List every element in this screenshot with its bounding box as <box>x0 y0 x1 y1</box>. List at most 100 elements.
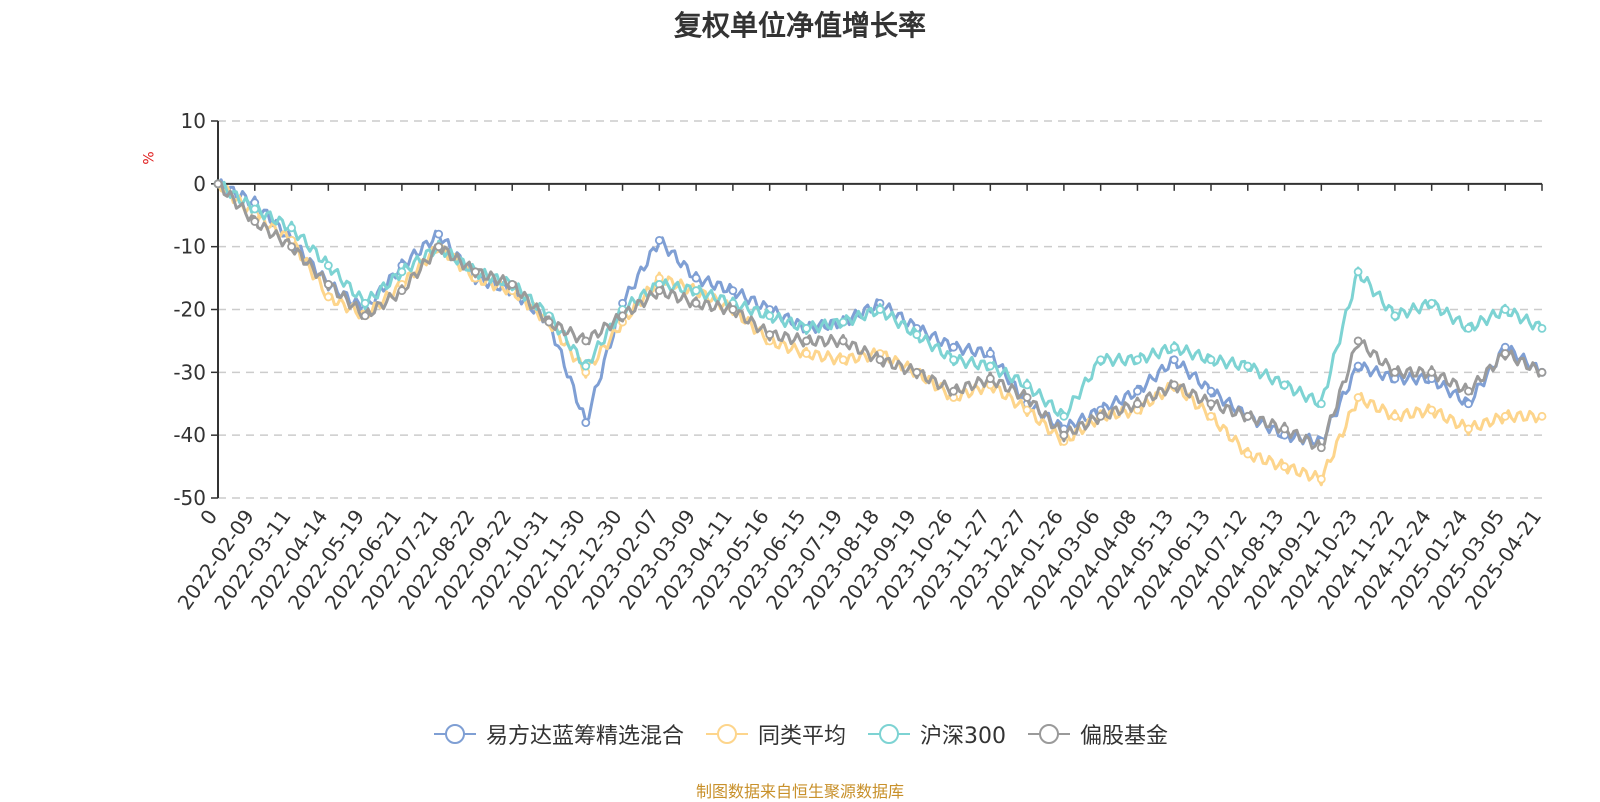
data-point <box>213 179 223 189</box>
data-point <box>949 342 958 352</box>
data-point <box>1206 399 1216 409</box>
data-point <box>985 349 995 358</box>
data-point <box>1133 399 1142 409</box>
data-point <box>1280 380 1289 390</box>
data-point <box>1537 411 1547 421</box>
data-point <box>507 279 517 289</box>
data-point <box>1169 342 1179 352</box>
data-point <box>1353 267 1363 277</box>
data-point <box>912 367 922 377</box>
data-point <box>875 305 885 314</box>
data-point <box>397 267 407 277</box>
x-tick-label: 0 <box>195 505 222 529</box>
data-point <box>1243 411 1253 421</box>
data-point <box>1427 298 1437 308</box>
data-point <box>1500 349 1510 358</box>
data-point <box>1316 474 1326 484</box>
data-point <box>1169 355 1179 365</box>
y-tick-label: -10 <box>173 235 206 259</box>
data-point <box>728 286 738 296</box>
data-point <box>250 204 260 214</box>
data-point <box>1316 399 1326 409</box>
legend-label: 沪深300 <box>920 724 1006 749</box>
data-point <box>1096 355 1106 365</box>
series-line <box>216 183 1543 487</box>
data-point <box>691 273 701 283</box>
data-point <box>1353 336 1363 346</box>
data-point <box>1133 355 1142 365</box>
legend-label: 同类平均 <box>757 724 846 749</box>
legend-marker-icon <box>868 724 910 744</box>
y-tick-label: -30 <box>173 360 206 384</box>
data-point <box>1500 305 1510 314</box>
data-point <box>1096 411 1106 421</box>
data-point <box>875 355 885 365</box>
data-point <box>1022 380 1032 390</box>
legend-marker-icon <box>1028 724 1070 744</box>
data-point <box>1464 386 1473 396</box>
data-point <box>838 355 848 365</box>
data-point <box>434 242 444 252</box>
data-point <box>1280 462 1289 471</box>
data-point <box>287 242 296 252</box>
data-point <box>1206 411 1216 421</box>
data-point <box>1537 367 1547 377</box>
legend-label: 偏股基金 <box>1080 724 1169 749</box>
data-point <box>728 305 738 314</box>
data-point <box>360 298 370 308</box>
data-point <box>1464 323 1473 333</box>
data-point <box>434 229 444 239</box>
data-point <box>1059 430 1069 440</box>
data-point <box>1427 405 1437 415</box>
data-point <box>654 286 664 296</box>
data-point <box>1353 393 1363 402</box>
data-point <box>323 292 333 302</box>
data-point <box>985 361 995 371</box>
data-point <box>1464 399 1473 409</box>
data-point <box>838 336 848 346</box>
legend-item[interactable]: 易方达蓝筹精选混合 <box>432 718 684 750</box>
data-point <box>1500 411 1510 421</box>
data-point <box>1206 355 1216 365</box>
legend-item[interactable]: 同类平均 <box>704 718 846 750</box>
y-tick-label: 0 <box>193 172 206 196</box>
data-point <box>765 330 775 340</box>
data-point <box>618 311 627 321</box>
data-point <box>691 286 701 296</box>
data-point <box>544 317 554 327</box>
data-point <box>1464 424 1473 434</box>
data-point <box>1390 367 1400 377</box>
data-point <box>581 361 591 371</box>
data-point <box>765 311 775 321</box>
data-point <box>1280 424 1289 434</box>
data-point <box>360 311 370 321</box>
data-point <box>1353 361 1363 371</box>
data-point <box>1427 367 1437 377</box>
y-tick-label: -20 <box>173 298 206 322</box>
data-point <box>912 330 922 340</box>
data-point <box>1206 386 1216 396</box>
data-point <box>1390 311 1400 321</box>
data-point <box>949 386 958 396</box>
data-point <box>581 336 591 346</box>
data-point <box>287 223 296 233</box>
data-point <box>802 323 811 333</box>
data-point <box>949 355 958 365</box>
data-point <box>1243 449 1253 459</box>
data-point <box>1243 361 1253 371</box>
legend-item[interactable]: 偏股基金 <box>1026 718 1168 750</box>
data-point <box>654 235 664 245</box>
data-point <box>1316 443 1326 453</box>
data-point <box>1059 411 1069 421</box>
data-point <box>471 267 480 277</box>
legend-item[interactable]: 沪深300 <box>866 718 1006 750</box>
data-point <box>985 374 995 384</box>
data-point <box>581 418 591 428</box>
data-source-note: 制图数据来自恒生聚源数据库 <box>695 782 904 801</box>
data-point <box>323 279 333 289</box>
legend-label: 易方达蓝筹精选混合 <box>485 724 684 749</box>
data-point <box>1133 386 1142 396</box>
data-point <box>1537 323 1547 333</box>
data-point <box>1022 405 1032 415</box>
